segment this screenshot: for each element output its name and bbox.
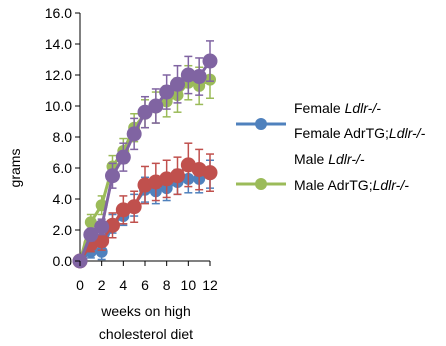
data-point	[126, 199, 142, 215]
series-4	[72, 40, 218, 269]
data-point	[115, 149, 131, 165]
legend: Female Ldlr-/- Female AdrTG;Ldlr-/- Male L…	[236, 100, 426, 193]
legend-label: Male AdrTG;Ldlr-/-	[294, 177, 409, 193]
y-tick-label: 16.0	[45, 5, 72, 21]
y-tick-label: 2.0	[53, 222, 73, 238]
data-point	[83, 227, 99, 243]
y-tick-label: 8.0	[53, 129, 73, 145]
data-point	[126, 126, 142, 142]
x-axis-label-line-2: cholesterol diet	[99, 326, 193, 342]
legend-label: Male Ldlr-/-	[294, 151, 365, 167]
data-point	[95, 245, 108, 258]
y-tick-label: 6.0	[53, 160, 73, 176]
data-point	[159, 84, 175, 100]
x-tick-label: 6	[141, 277, 149, 293]
y-tick-label: 0.0	[53, 253, 73, 269]
data-point	[170, 76, 185, 92]
data-point	[84, 216, 97, 229]
data-point	[105, 168, 120, 184]
x-tick-label: 8	[163, 277, 171, 293]
y-axis-label: grams	[7, 149, 23, 188]
data-point	[191, 69, 207, 85]
legend-item-1: Female Ldlr-/-	[236, 100, 381, 130]
legend-label: Female AdrTG;Ldlr-/-	[294, 125, 426, 141]
y-tick-label: 14.0	[45, 36, 72, 52]
legend-marker	[255, 178, 267, 190]
series-2	[72, 142, 218, 269]
y-tick-label: 10.0	[45, 98, 72, 114]
legend-item-3: Male Ldlr-/-	[236, 151, 365, 190]
plot-area	[72, 13, 218, 269]
x-tick-label: 10	[181, 277, 197, 293]
legend-item-4: Male AdrTG;Ldlr-/-	[294, 177, 409, 193]
legend-label: Female Ldlr-/-	[294, 100, 381, 116]
data-point	[202, 53, 218, 69]
y-axis-ticks: 0.0 2.0 4.0 6.0 8.0 10.0 12.0 14.0 16.0	[45, 5, 80, 269]
x-axis-label-line-1: weeks on high	[100, 303, 191, 319]
y-tick-label: 12.0	[45, 67, 72, 83]
x-tick-label: 4	[119, 277, 127, 293]
data-point	[94, 219, 110, 235]
legend-marker	[255, 118, 267, 130]
x-tick-label: 0	[76, 277, 84, 293]
legend-item-2: Female AdrTG;Ldlr-/-	[294, 125, 426, 141]
x-axis-ticks: 0 2 4 6 8 10 12	[76, 261, 218, 293]
data-point	[148, 98, 164, 114]
y-tick-label: 4.0	[53, 191, 73, 207]
x-tick-label: 2	[98, 277, 106, 293]
data-point	[202, 165, 218, 181]
data-point	[170, 168, 185, 184]
x-tick-label: 12	[202, 277, 218, 293]
